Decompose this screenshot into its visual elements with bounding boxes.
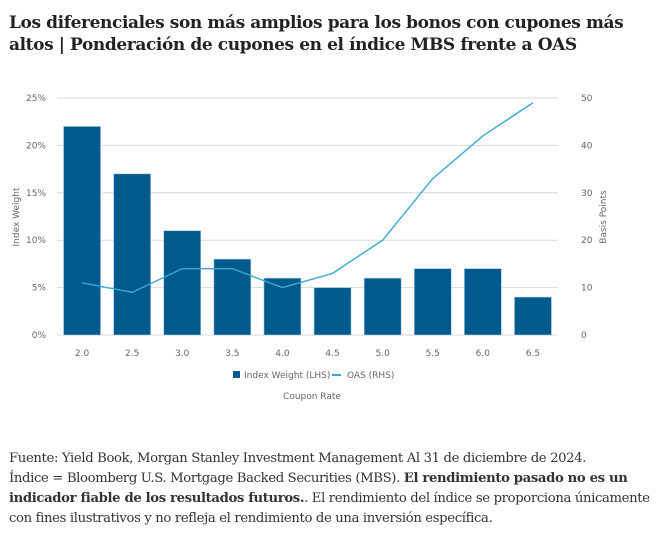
chart-title-line-2: altos | Ponderación de cupones en el índ… bbox=[9, 35, 577, 55]
footnote-rest: . El rendimiento del índice se proporcio… bbox=[9, 491, 650, 526]
footnote: Fuente: Yield Book, Morgan Stanley Inves… bbox=[9, 449, 664, 529]
x-axis-label: Coupon Rate bbox=[283, 392, 341, 402]
oas-line bbox=[81, 102, 534, 294]
left-axis-tick-label: 15% bbox=[26, 189, 46, 199]
right-axis-tick-label: 50 bbox=[581, 94, 593, 104]
x-axis-ticks: 2.0 2.5 3.0 3.5 4.0 4.5 5.0 5.5 6.0 6.5 bbox=[75, 349, 540, 359]
bar-index-weight-6.5 bbox=[514, 296, 552, 336]
bars-index-weight bbox=[63, 126, 552, 336]
bar-index-weight-5.0 bbox=[363, 277, 402, 336]
right-axis-tick-label: 20 bbox=[581, 236, 593, 246]
chart-title-line-1: Los diferenciales son más amplios para l… bbox=[9, 13, 624, 33]
x-axis-tick-label: 6.5 bbox=[526, 349, 540, 359]
legend-label-oas: OAS (RHS) bbox=[347, 371, 394, 381]
x-axis-tick-label: 2.5 bbox=[125, 349, 139, 359]
left-axis-label: Index Weight bbox=[12, 187, 22, 246]
x-axis-tick-label: 3.0 bbox=[175, 349, 190, 359]
right-axis-tick-label: 0 bbox=[581, 331, 587, 341]
legend: Index Weight (LHS) OAS (RHS) bbox=[233, 371, 394, 381]
right-axis-tick-label: 40 bbox=[581, 141, 593, 151]
left-axis-tick-label: 20% bbox=[26, 141, 46, 151]
bar-index-weight-3.0 bbox=[163, 230, 202, 336]
bar-index-weight-6.0 bbox=[464, 268, 502, 336]
x-axis-tick-label: 6.0 bbox=[476, 349, 491, 359]
chart-title: Los diferenciales son más amplios para l… bbox=[9, 12, 649, 56]
bar-index-weight-5.5 bbox=[413, 268, 452, 336]
left-axis-ticks: 0% 5% 10% 15% 20% 25% bbox=[26, 94, 46, 341]
bar-index-weight-4.5 bbox=[313, 287, 352, 336]
x-axis-tick-label: 3.5 bbox=[225, 349, 239, 359]
x-axis-tick-label: 4.0 bbox=[275, 349, 290, 359]
bar-index-weight-2.5 bbox=[113, 173, 151, 336]
x-axis-tick-label: 2.0 bbox=[75, 349, 90, 359]
right-axis-tick-label: 30 bbox=[581, 189, 593, 199]
footnote-index-definition: Índice = Bloomberg U.S. Mortgage Backed … bbox=[9, 471, 404, 486]
legend-label-index-weight: Index Weight (LHS) bbox=[244, 371, 330, 381]
right-axis-label: Basis Points bbox=[599, 190, 609, 244]
bar-index-weight-4.0 bbox=[263, 277, 302, 336]
left-axis-tick-label: 10% bbox=[26, 236, 46, 246]
x-axis-tick-label: 5.5 bbox=[426, 349, 440, 359]
legend-swatch-index-weight bbox=[233, 371, 240, 378]
combo-chart: 0% 5% 10% 15% 20% 25% 0 10 20 30 40 50 2.0 2.5 3.0 3.… bbox=[12, 94, 609, 402]
x-axis-tick-label: 4.5 bbox=[325, 349, 339, 359]
footnote-source: Fuente: Yield Book, Morgan Stanley Inves… bbox=[9, 451, 587, 466]
line-oas bbox=[81, 102, 534, 294]
right-axis-ticks: 0 10 20 30 40 50 bbox=[581, 94, 593, 341]
left-axis-tick-label: 0% bbox=[32, 331, 47, 341]
footnote-disclaimer: El rendimiento pasado no es un indicador… bbox=[9, 471, 628, 506]
bar-index-weight-3.5 bbox=[213, 258, 252, 336]
left-axis-tick-label: 25% bbox=[26, 94, 46, 104]
left-axis-tick-label: 5% bbox=[32, 284, 47, 294]
bar-index-weight-2.0 bbox=[63, 126, 101, 336]
x-axis-tick-label: 5.0 bbox=[375, 349, 390, 359]
footnote-body: Índice = Bloomberg U.S. Mortgage Backed … bbox=[9, 469, 664, 529]
right-axis-tick-label: 10 bbox=[581, 284, 593, 294]
